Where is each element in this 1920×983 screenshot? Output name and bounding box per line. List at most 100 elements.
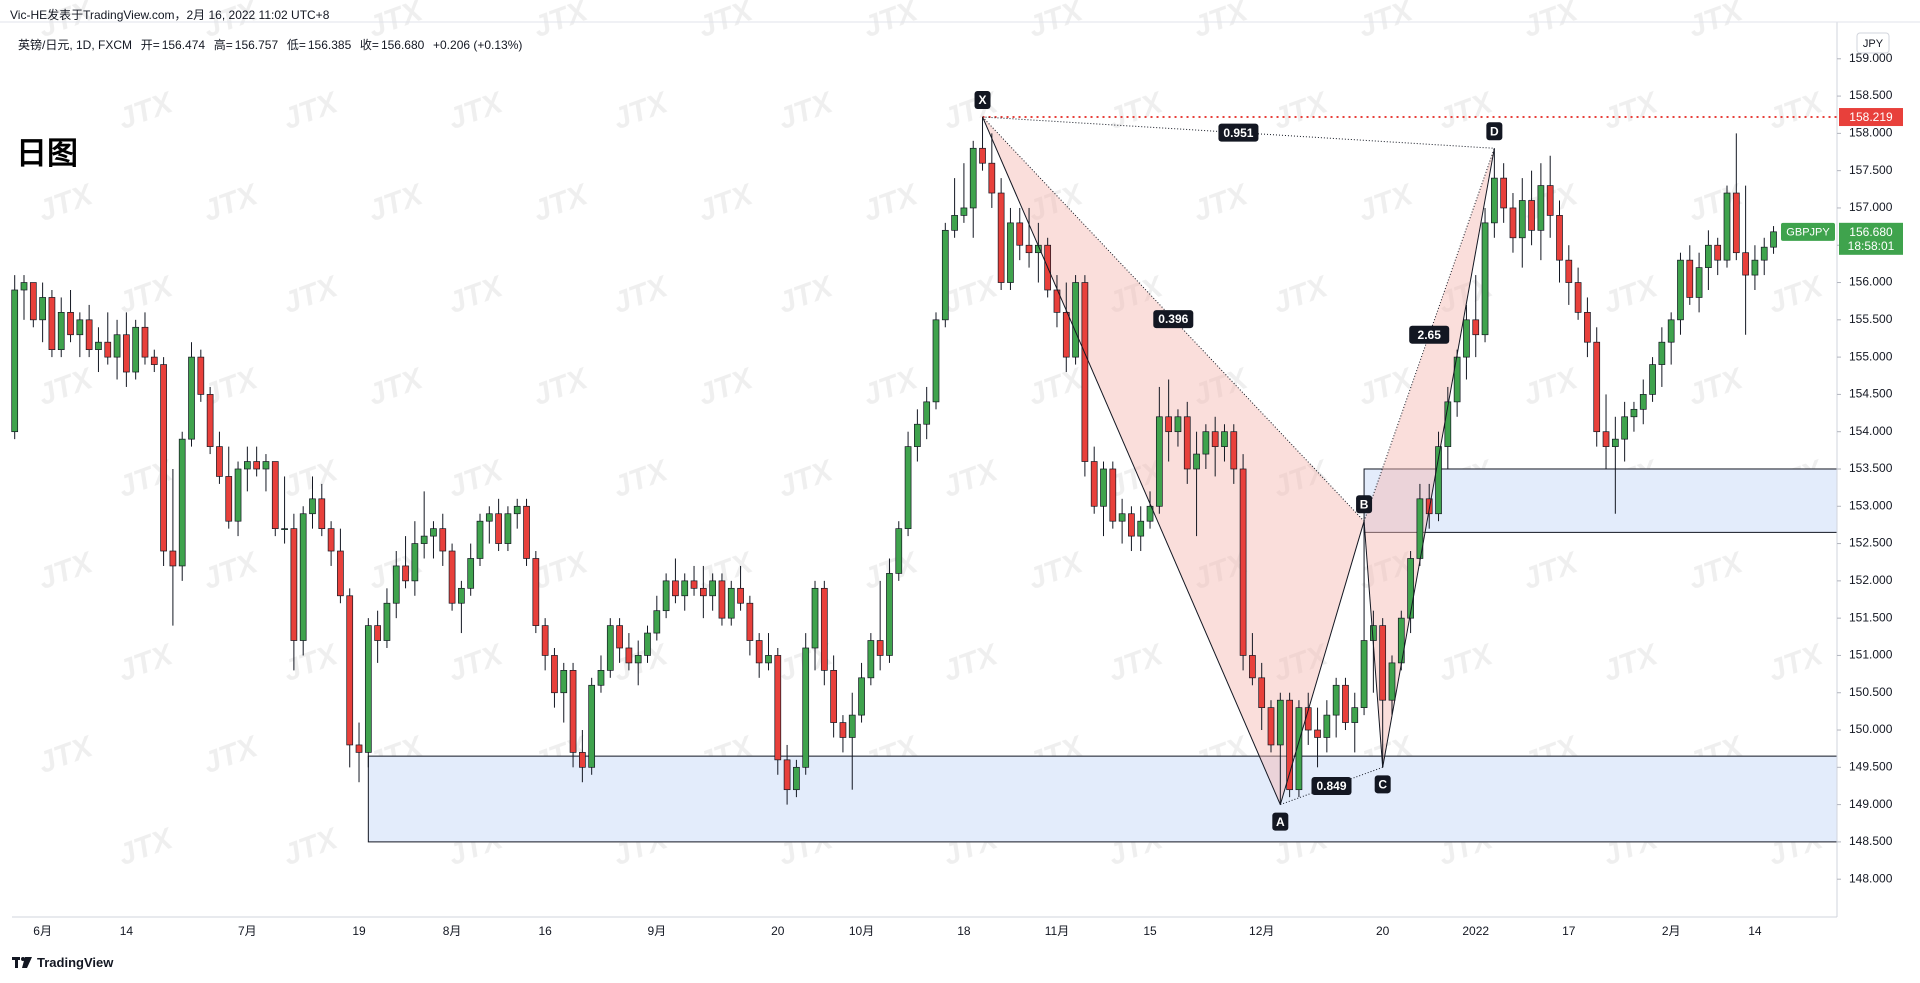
candle-body (1342, 684, 1349, 723)
candle-body (206, 394, 214, 447)
x-tick-label: 14 (120, 924, 134, 938)
y-tick-label: 148.000 (1849, 871, 1893, 885)
candle-body (1537, 185, 1545, 231)
ohlc-label: 收= (359, 38, 379, 52)
x-tick-label: 9月 (647, 924, 666, 938)
ohlc-label: 高= (213, 38, 233, 52)
watermark: JTX (1684, 546, 1749, 597)
candle-body (1695, 267, 1703, 298)
watermark: JTX (694, 178, 759, 229)
x-tick-label: 7月 (238, 924, 257, 938)
candle-body (299, 513, 307, 641)
pattern-point-label: B (1360, 497, 1369, 511)
candle-body (1500, 177, 1508, 209)
x-tick-label: 6月 (33, 924, 52, 938)
y-tick-label: 151.000 (1849, 648, 1893, 662)
y-tick-label: 157.000 (1849, 200, 1893, 214)
candle-body (253, 461, 261, 470)
candle-body (820, 587, 828, 671)
candle-body (1639, 394, 1647, 410)
candle-body (848, 714, 856, 738)
candle-body (1667, 319, 1675, 343)
watermark: JTX (529, 178, 594, 229)
y-tick-label: 150.000 (1849, 722, 1893, 736)
candle-body (1007, 222, 1014, 283)
x-tick-label: 8月 (443, 924, 462, 938)
candle-body (1686, 259, 1694, 298)
watermark: JTX (1189, 178, 1254, 229)
ohlc-value: 156.474 (161, 38, 206, 52)
candle-body (1165, 416, 1172, 433)
watermark: JTX (529, 362, 594, 413)
candle-body (485, 513, 493, 522)
x-tick-label: 17 (1562, 924, 1576, 938)
candle-body (616, 625, 623, 649)
candle-body (1630, 408, 1638, 418)
pattern-point (1374, 775, 1391, 794)
candle-body (244, 461, 251, 470)
candle-body (551, 655, 558, 694)
ohlc-label: 开= (140, 38, 160, 52)
candle-body (1425, 498, 1433, 515)
candle-body (234, 468, 242, 522)
candle-body (1723, 192, 1731, 261)
candle-body (1202, 431, 1210, 455)
candle-body (811, 587, 819, 649)
watermark: JTX (444, 454, 509, 505)
watermark: JTX (444, 270, 509, 321)
countdown: 18:58:01 (1848, 239, 1895, 253)
candle-body (132, 326, 140, 373)
candle-body (1155, 416, 1163, 507)
x-tick-label: 12月 (1249, 924, 1274, 938)
candle-body (1593, 341, 1601, 433)
candle-body (383, 602, 391, 641)
ohlc-value: 156.757 (234, 38, 279, 52)
candle-body (364, 625, 372, 753)
candle-body (11, 289, 19, 433)
watermark: JTX (444, 86, 509, 137)
candle-body (1677, 259, 1684, 321)
watermark: JTX (1599, 638, 1664, 689)
candle-body (1397, 617, 1405, 664)
candle-body (1621, 416, 1628, 440)
watermark: JTX (609, 454, 674, 505)
candle-body (188, 356, 195, 440)
candle-body (904, 446, 912, 530)
candle-body (727, 587, 735, 619)
symbol: 英镑/日元, 1D, FXCM (18, 38, 133, 52)
candle-body (1062, 312, 1070, 358)
watermark: JTX (34, 362, 99, 413)
watermark: JTX (279, 638, 344, 689)
candle-body (420, 535, 428, 544)
candle-body (337, 550, 344, 597)
candle-body (997, 192, 1005, 283)
candle-body (1249, 655, 1256, 679)
candle-body (541, 625, 549, 656)
watermark: JTX (34, 730, 99, 781)
candle-body (1649, 364, 1656, 395)
y-tick-label: 150.500 (1849, 685, 1893, 699)
y-tick-label: 156.000 (1849, 275, 1893, 289)
watermark: JTX (694, 362, 759, 413)
candle-body (1295, 707, 1303, 791)
candle-body (1574, 282, 1582, 313)
x-tick-label: 14 (1748, 924, 1762, 938)
candle-body (634, 655, 642, 664)
candle-body (430, 528, 437, 537)
candle-body (1137, 520, 1145, 537)
candle-body (1258, 677, 1266, 708)
candle-body (1286, 699, 1293, 791)
candle-body (1518, 200, 1526, 239)
candle-body (1705, 244, 1712, 268)
pattern-point-label: X (979, 93, 987, 107)
pattern-point (1486, 122, 1503, 141)
watermark: JTX (1764, 638, 1829, 689)
candle-body (1481, 222, 1489, 336)
y-tick-label: 149.500 (1849, 759, 1893, 773)
candle-body (318, 498, 326, 530)
candle-body (1714, 244, 1722, 261)
candle-body (1323, 714, 1331, 738)
symbol-label: GBPJPY (1786, 227, 1830, 239)
footer[interactable]: TradingView (12, 955, 113, 970)
